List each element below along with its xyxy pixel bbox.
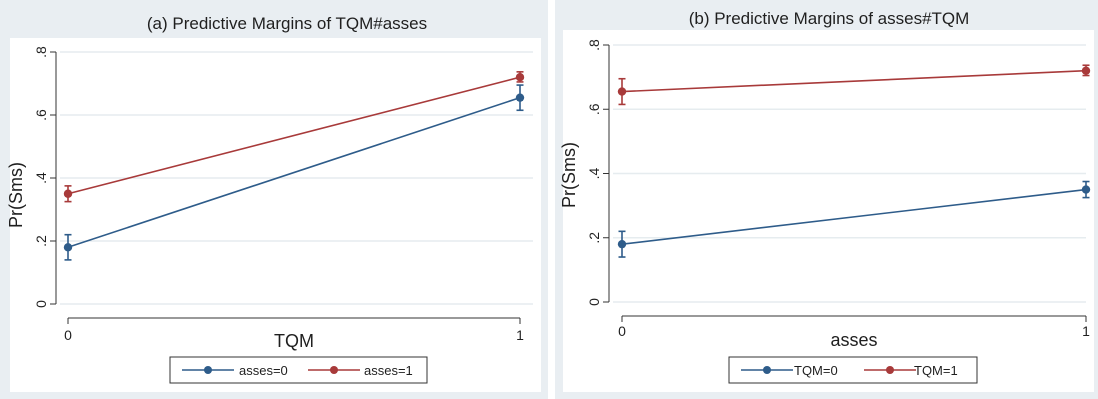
series-line <box>621 69 1087 93</box>
series-asses=1 <box>63 71 525 203</box>
y-tick-label: .4 <box>586 167 602 179</box>
inner-background <box>563 30 1094 392</box>
legend-label: TQM=0 <box>794 363 838 378</box>
x-axis-label: TQM <box>274 331 314 351</box>
series-line <box>621 188 1087 245</box>
legend: TQM=0 TQM=1 <box>728 356 978 384</box>
series-TQM=0 <box>617 180 1091 258</box>
series-TQM=1 <box>617 64 1091 106</box>
x-tick-label: 1 <box>516 327 524 343</box>
legend-label: asses=0 <box>239 363 288 378</box>
legend-label: asses=1 <box>364 363 413 378</box>
y-tick-label: .2 <box>586 232 602 244</box>
series-asses=0 <box>63 84 525 261</box>
chart-panel-b: (b) Predictive Margins of asses#TQM 0 .2 .4… <box>555 0 1098 399</box>
chart-title: (a) Predictive Margins of TQM#asses <box>147 14 427 33</box>
y-tick-label: 0 <box>586 298 602 306</box>
legend-swatch-marker <box>886 366 894 374</box>
legend-swatch-marker <box>763 366 771 374</box>
data-point <box>63 189 73 198</box>
y-tick-label: .8 <box>33 46 49 58</box>
data-point <box>515 93 525 102</box>
inner-background <box>10 38 541 392</box>
y-tick-label: .8 <box>586 39 602 51</box>
chart-panel-a: (a) Predictive Margins of TQM#asses 0 .2 .4… <box>0 0 548 399</box>
legend-label: TQM=1 <box>914 363 958 378</box>
y-axis-label: Pr(Sms) <box>559 142 579 208</box>
x-axis-label: asses <box>830 330 877 350</box>
x-tick-label: 0 <box>618 323 626 339</box>
legend: asses=0 asses=1 <box>169 356 428 384</box>
x-tick-label: 0 <box>64 327 72 343</box>
y-tick-label: .4 <box>33 172 49 184</box>
data-point <box>1081 185 1091 194</box>
legend-swatch-marker <box>204 366 212 374</box>
series-line <box>67 76 521 195</box>
y-tick-label: 0 <box>33 300 49 308</box>
y-axis-label: Pr(Sms) <box>6 162 26 228</box>
chart-title: (b) Predictive Margins of asses#TQM <box>689 9 970 28</box>
data-point <box>1081 66 1091 75</box>
legend-swatch-marker <box>330 366 338 374</box>
data-point <box>63 243 73 252</box>
series-line <box>67 96 521 249</box>
y-tick-label: .2 <box>33 235 49 247</box>
data-point <box>515 73 525 82</box>
y-tick-label: .6 <box>586 103 602 115</box>
data-point <box>617 239 627 249</box>
x-tick-label: 1 <box>1082 323 1090 339</box>
y-tick-label: .6 <box>33 109 49 121</box>
data-point <box>617 87 627 96</box>
